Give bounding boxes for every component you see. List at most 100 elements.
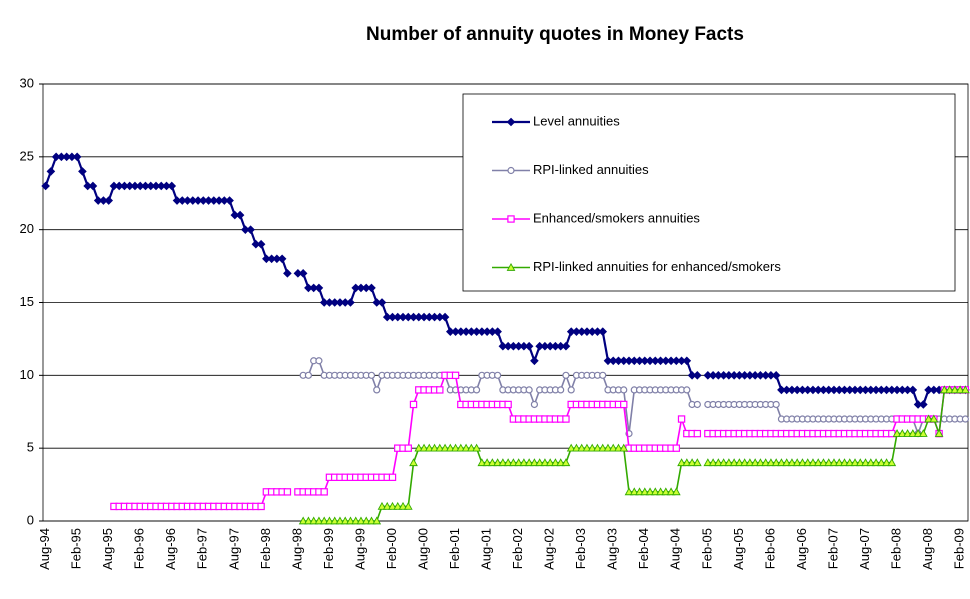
- marker: [719, 458, 728, 467]
- marker: [661, 487, 671, 496]
- x-tick-label: Aug-05: [731, 528, 746, 570]
- marker: [325, 516, 334, 525]
- x-tick-label: Feb-01: [447, 528, 462, 569]
- y-tick-label: 20: [20, 221, 34, 236]
- marker: [41, 181, 50, 191]
- marker: [861, 458, 870, 467]
- marker: [298, 269, 308, 278]
- x-tick-label: Feb-96: [132, 528, 147, 569]
- marker: [677, 415, 686, 423]
- marker: [897, 429, 907, 437]
- marker: [167, 181, 177, 191]
- marker: [677, 458, 686, 467]
- marker: [562, 415, 570, 423]
- marker: [787, 458, 797, 467]
- legend-label: RPI-linked annuities for enhanced/smoker…: [533, 259, 781, 274]
- legend-box: [462, 93, 956, 292]
- marker: [824, 458, 834, 467]
- marker: [494, 371, 502, 379]
- marker: [666, 487, 676, 496]
- marker: [409, 458, 418, 467]
- marker: [509, 458, 518, 467]
- legend-label: Enhanced/smokers annuities: [533, 210, 700, 225]
- marker: [377, 298, 387, 307]
- marker: [693, 429, 702, 438]
- marker: [919, 400, 928, 409]
- x-tick-label: Feb-97: [195, 528, 210, 569]
- y-tick-label: 25: [20, 148, 34, 163]
- marker: [388, 473, 397, 482]
- marker: [373, 386, 381, 394]
- marker: [961, 415, 969, 423]
- marker: [756, 458, 765, 467]
- marker: [603, 443, 613, 452]
- marker: [493, 458, 502, 467]
- x-tick-label: Aug-95: [100, 528, 115, 570]
- marker: [346, 298, 355, 307]
- x-tick-label: Feb-03: [573, 528, 588, 569]
- marker: [777, 458, 786, 467]
- marker: [567, 386, 575, 394]
- marker: [561, 458, 571, 467]
- marker: [104, 196, 114, 205]
- marker: [582, 443, 592, 452]
- marker: [945, 385, 954, 394]
- marker: [834, 458, 844, 467]
- marker: [772, 400, 780, 409]
- marker: [703, 458, 713, 467]
- marker: [340, 516, 350, 525]
- x-tick-label: Feb-06: [762, 528, 777, 569]
- marker: [482, 458, 492, 467]
- marker: [356, 516, 366, 525]
- marker: [682, 356, 692, 366]
- marker: [740, 458, 749, 467]
- marker: [298, 516, 308, 525]
- marker: [472, 443, 481, 452]
- marker: [761, 458, 771, 467]
- y-tick-label: 30: [20, 75, 34, 90]
- marker: [451, 371, 460, 380]
- marker: [367, 283, 376, 293]
- marker: [404, 444, 412, 452]
- x-tick-label: Aug-98: [289, 528, 304, 570]
- marker: [866, 458, 876, 467]
- marker: [934, 429, 944, 437]
- marker: [845, 458, 855, 467]
- marker: [487, 458, 497, 467]
- marker: [882, 458, 891, 467]
- x-tick-label: Aug-01: [479, 528, 494, 570]
- marker: [693, 400, 701, 409]
- marker: [398, 501, 408, 510]
- marker: [803, 458, 813, 467]
- marker: [892, 429, 902, 437]
- marker: [798, 458, 807, 467]
- marker: [939, 385, 949, 394]
- marker: [451, 443, 460, 452]
- x-tick-label: Aug-94: [37, 528, 52, 570]
- marker: [440, 312, 450, 322]
- marker: [545, 458, 555, 467]
- marker: [419, 443, 429, 452]
- marker: [78, 167, 87, 176]
- marker: [766, 458, 776, 467]
- series-line: [113, 374, 966, 508]
- marker: [683, 386, 691, 394]
- x-tick-label: Aug-07: [857, 528, 872, 570]
- x-tick-label: Aug-06: [794, 528, 809, 570]
- series-markers: [299, 357, 969, 438]
- x-tick-label: Feb-07: [825, 528, 840, 569]
- marker: [887, 458, 897, 467]
- marker: [346, 516, 355, 525]
- y-tick-label: 0: [27, 512, 34, 527]
- marker: [530, 400, 539, 409]
- marker: [771, 458, 781, 467]
- marker: [750, 458, 760, 467]
- marker: [277, 254, 287, 264]
- marker: [819, 458, 828, 467]
- marker: [561, 341, 571, 351]
- marker: [530, 458, 539, 467]
- marker: [918, 429, 928, 437]
- marker: [640, 487, 650, 496]
- marker: [587, 443, 597, 452]
- marker: [393, 501, 403, 510]
